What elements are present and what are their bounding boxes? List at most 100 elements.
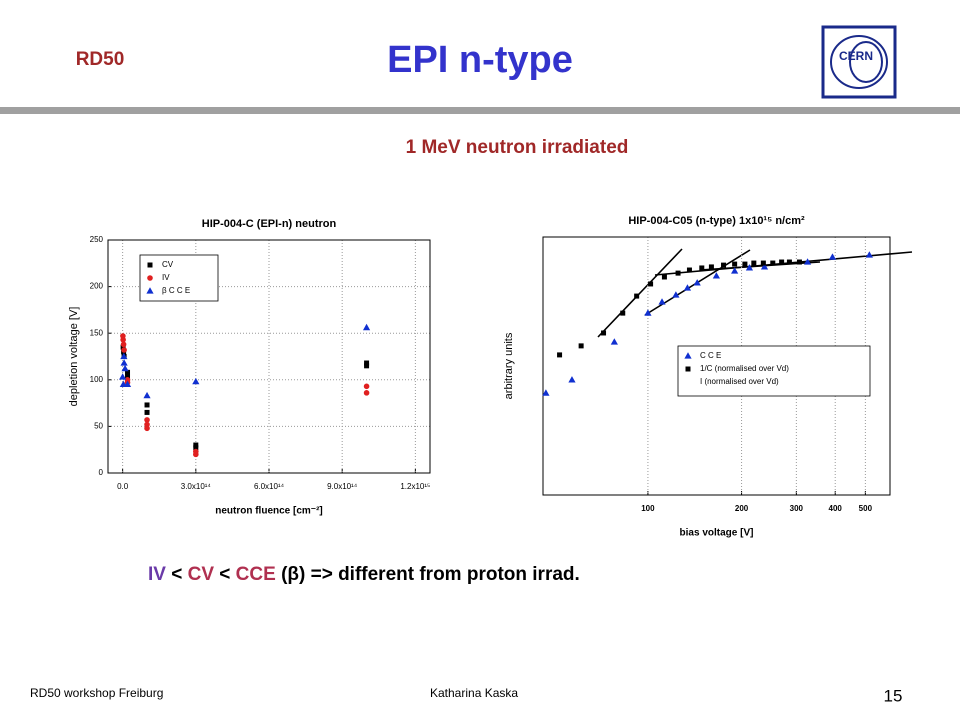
y-tick-label: 150 [90,328,104,337]
chart-title: HIP-004-C (EPI-n) neutron [202,218,337,230]
marker [123,380,132,388]
marker [578,343,584,349]
y-axis-label: depletion voltage [V] [68,307,80,407]
legend-label: β C C E [162,286,190,295]
marker [770,260,776,266]
y-tick-label: 100 [90,375,104,384]
x-tick-label: 500 [859,504,873,513]
x-tick-label: 300 [790,504,804,513]
plot-frame [542,236,891,496]
marker [686,267,692,273]
marker [708,264,714,270]
marker [865,251,873,258]
legend-label: IV [162,273,170,282]
marker [147,262,153,268]
marker [144,402,150,408]
marker [362,323,371,331]
x-axis-label: neutron fluence [cm⁻²] [215,506,323,517]
marker [193,451,199,458]
header-bar [0,107,960,114]
marker [712,272,720,279]
x-tick-label: 6.0x10¹⁴ [254,482,285,491]
logo-text: CERN [839,49,873,63]
legend-box [677,345,871,397]
marker [601,330,607,336]
marker [144,417,150,423]
marker [125,369,131,375]
marker [144,409,150,415]
x-tick-label: 1.2x10¹⁵ [400,482,430,491]
marker [731,267,739,274]
marker [143,391,151,399]
x-tick-label: 200 [735,504,749,513]
logo: CERN [821,25,897,99]
legend-label: I (normalised over Vd) [700,377,779,386]
x-tick-label: 3.0x10¹⁴ [181,482,212,491]
marker [120,336,126,343]
y-tick-label: 250 [90,235,104,244]
marker [120,344,126,350]
marker [796,259,802,265]
plot-frame [107,239,431,474]
marker [610,338,618,345]
marker [147,275,153,281]
marker [144,425,150,432]
y-tick-label: 200 [90,282,104,291]
logo-ring [830,35,888,89]
slide-title: EPI n-type [387,39,573,81]
conclusion-part: CV [188,564,215,585]
marker [684,352,692,359]
conclusion-part: < [166,564,188,585]
marker [364,363,370,369]
y-tick-label: 0 [99,468,104,477]
conclusion-part: (β) => different from proton irrad. [276,564,580,585]
marker [721,262,727,268]
legend-label: C C E [700,351,721,360]
marker [644,309,652,316]
conclusion-part: IV [148,564,166,585]
legend-label: CV [162,260,174,269]
marker [745,264,754,271]
marker [675,270,681,276]
marker [693,279,701,286]
marker [661,274,667,280]
marker [683,284,692,291]
y-axis-label: arbitrary units [503,332,515,399]
marker [620,310,626,316]
footer-left: RD50 workshop Freiburg [30,686,163,700]
marker [751,260,757,266]
marker [658,298,666,305]
page-number: 15 [884,686,903,705]
y-tick-label: 50 [94,422,103,431]
marker [119,373,127,380]
conclusion-part: CCE [236,564,276,585]
marker [699,265,705,271]
marker [779,259,785,265]
conclusion-part: < [214,564,236,585]
marker [648,281,654,287]
marker [634,293,640,299]
marker [542,389,550,396]
marker [146,287,154,294]
x-tick-label: 400 [829,504,843,513]
header-tag: RD50 [76,49,125,70]
x-tick-label: 0.0 [117,482,129,491]
footer-center: Katharina Kaska [430,686,518,700]
marker [742,261,748,267]
fit-line [597,248,683,338]
logo-ring [849,41,883,83]
marker [568,376,576,383]
marker [828,253,837,260]
subtitle: 1 MeV neutron irradiated [406,137,629,158]
x-axis-label: bias voltage [V] [680,528,754,539]
marker [803,258,812,265]
marker [193,442,199,448]
marker [193,445,199,451]
marker [760,260,766,266]
marker [121,347,127,353]
marker [786,259,792,265]
marker [363,390,370,396]
x-tick-label: 9.0x10¹⁴ [327,482,358,491]
marker [557,352,563,358]
